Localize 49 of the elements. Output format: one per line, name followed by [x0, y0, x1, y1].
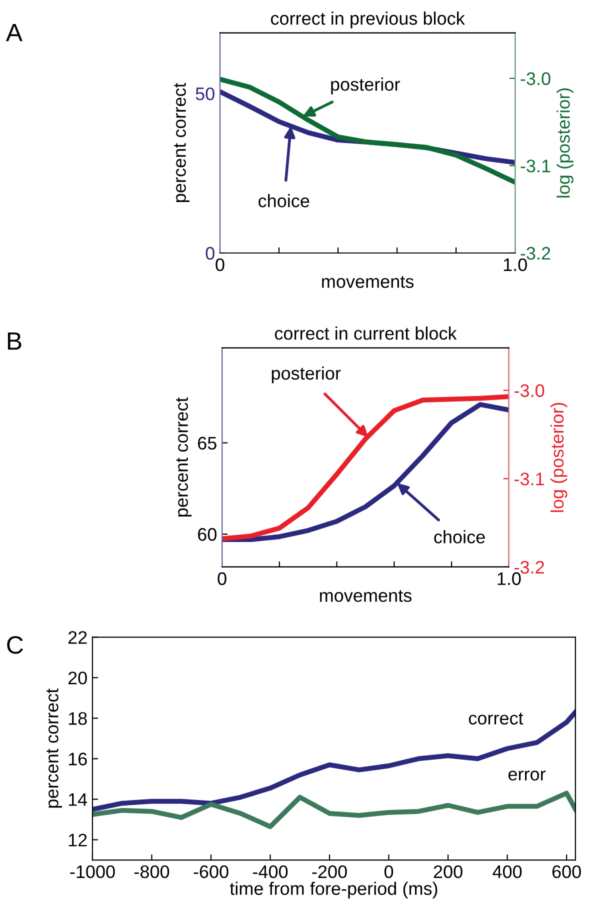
x-tick-label: 200 [434, 865, 462, 878]
y2-axis-title: log (posterior) [556, 88, 574, 198]
annotation: choice [434, 530, 485, 544]
x-tick-label: 400 [492, 865, 522, 878]
y-tick-label: 50 [196, 87, 214, 100]
annotation: posterior [331, 78, 400, 94]
y-tick-label: 18 [68, 712, 87, 725]
y-tick-label: 12 [68, 834, 87, 846]
y-tick-label: 14 [68, 793, 88, 806]
y-tick-label: 0 [206, 246, 214, 260]
y2-tick-label: -3.2 [520, 246, 550, 260]
line-series [92, 710, 576, 812]
y-tick-label: 22 [68, 631, 87, 644]
y2-tick-label: -3.0 [520, 72, 550, 86]
x-tick-label: 600 [552, 865, 581, 878]
x-tick-label: -200 [312, 865, 347, 878]
x-tick-label: 0 [384, 865, 394, 878]
x-tick-label: -400 [252, 865, 288, 878]
x-axis-title: time from fore-period (ms) [230, 882, 438, 899]
y2-tick-label: -3.0 [514, 384, 544, 398]
y-tick-label: 60 [198, 528, 216, 541]
y-tick-label: 16 [68, 752, 87, 766]
chart-title: correct in current block [274, 326, 457, 340]
x-tick-label: -1000 [70, 865, 115, 878]
x-axis-title: movements [322, 276, 414, 288]
x-axis-title: movements [320, 590, 412, 602]
x-tick-label: -600 [194, 865, 228, 878]
y-axis-title: percent correct [46, 688, 62, 808]
y-tick-label: 65 [198, 436, 216, 450]
annotation: choice [258, 194, 310, 208]
x-tick-label: 1.0 [498, 572, 521, 586]
x-tick-label: 1.0 [504, 258, 527, 272]
text: B [8, 332, 22, 350]
y-tick-label: 20 [68, 672, 87, 684]
y2-tick-label: -3.1 [514, 472, 544, 486]
y-axis-title: percent correct [176, 397, 192, 516]
annotation: posterior [272, 366, 341, 384]
text: C [7, 636, 23, 654]
line-series [92, 790, 576, 830]
x-tick-label: -800 [134, 865, 170, 878]
y2-tick-label: -3.2 [514, 560, 544, 574]
y2-axis-title: log (posterior) [550, 402, 568, 512]
series-label: correct [468, 712, 524, 725]
y2-tick-label: -3.1 [520, 160, 550, 172]
chart-title: correct in previous block [270, 12, 465, 28]
y-axis-title: percent correct [174, 82, 190, 202]
series-label: error [508, 770, 546, 781]
text: A [6, 24, 23, 42]
line-series [220, 76, 516, 185]
